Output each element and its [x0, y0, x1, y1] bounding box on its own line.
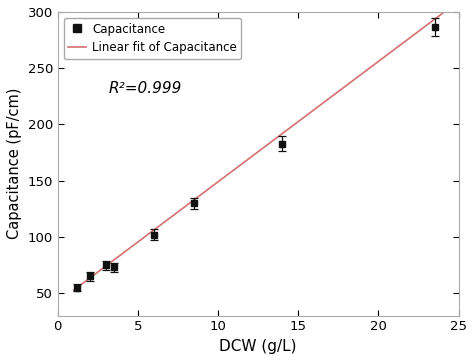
Text: R²=0.999: R²=0.999: [109, 81, 182, 96]
Legend: Capacitance, Linear fit of Capacitance: Capacitance, Linear fit of Capacitance: [64, 18, 241, 59]
Y-axis label: Capacitance (pF/cm): Capacitance (pF/cm): [7, 88, 22, 239]
X-axis label: DCW (g/L): DCW (g/L): [219, 339, 297, 354]
